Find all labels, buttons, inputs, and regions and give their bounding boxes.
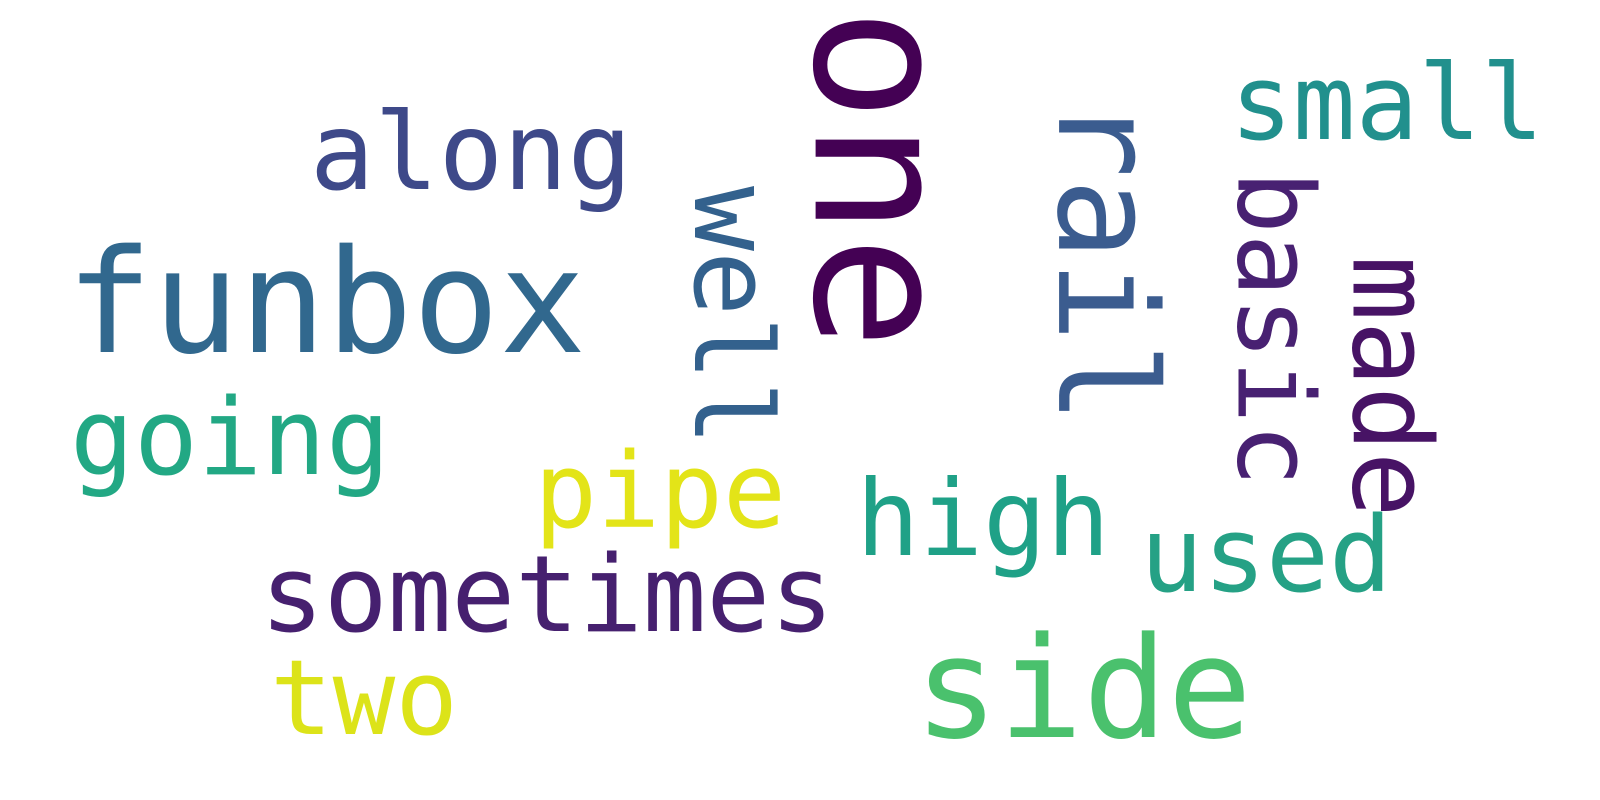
word-basic: basic — [1213, 169, 1336, 487]
word-funbox: funbox — [65, 218, 587, 386]
word-sometimes: sometimes — [260, 533, 834, 656]
word-two: two — [270, 637, 459, 759]
word-used: used — [1140, 493, 1392, 616]
word-made: made — [1327, 254, 1455, 517]
word-along: along — [309, 90, 632, 215]
word-pipe: pipe — [534, 429, 786, 552]
word-well: well — [669, 185, 795, 447]
word-high: high — [856, 457, 1111, 581]
word-one: one — [770, 8, 992, 350]
word-going: going — [70, 375, 390, 500]
word-side: side — [914, 607, 1252, 771]
word-rail: rail — [1026, 96, 1185, 424]
word-small: small — [1230, 41, 1544, 164]
